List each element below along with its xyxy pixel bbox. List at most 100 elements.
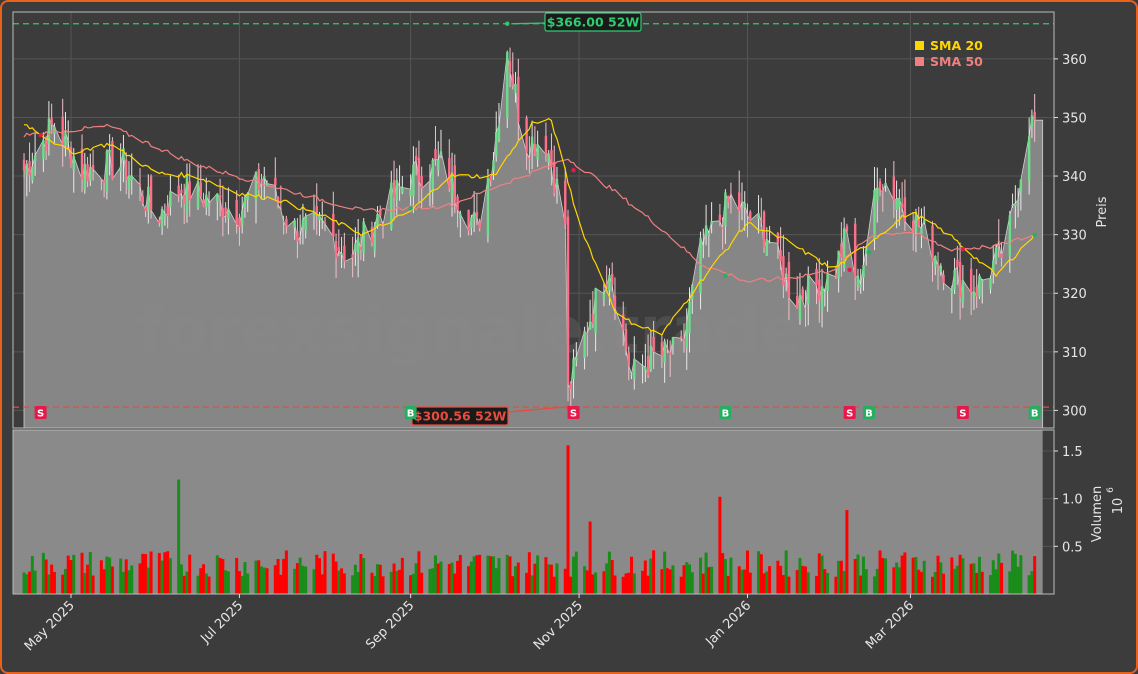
candle <box>842 228 846 269</box>
candle <box>514 83 517 93</box>
volume-bar <box>351 575 355 594</box>
volume-bar <box>527 552 531 594</box>
candle <box>624 328 628 350</box>
candle <box>820 286 824 310</box>
volume-bar <box>759 554 763 594</box>
volume-bar <box>320 574 324 594</box>
volume-bar <box>1013 553 1017 594</box>
candle <box>1011 204 1014 206</box>
volume-bar <box>817 553 821 594</box>
candle <box>834 274 838 277</box>
candle <box>373 226 376 251</box>
volume-bar <box>737 566 741 594</box>
candle <box>978 275 981 297</box>
volume-bar <box>779 565 783 594</box>
volume-bar <box>295 563 299 594</box>
volume-bar <box>265 568 269 594</box>
volume-bar <box>826 573 830 594</box>
volume-bar <box>917 569 921 594</box>
candle <box>111 140 114 180</box>
volume-bar <box>525 572 529 594</box>
volume-bar <box>22 572 26 594</box>
volume-bar <box>765 571 769 594</box>
candle <box>185 175 189 213</box>
volume-bar <box>28 571 32 594</box>
candle <box>321 220 324 222</box>
volume-bar <box>594 572 598 594</box>
candle <box>1033 112 1036 121</box>
candle <box>202 199 205 207</box>
candle <box>917 218 920 227</box>
candle <box>42 140 45 160</box>
volume-bar <box>884 558 888 594</box>
candle <box>588 321 592 329</box>
candle <box>379 209 382 216</box>
candle <box>431 160 434 193</box>
candle <box>158 219 161 224</box>
candle <box>613 295 617 309</box>
candle <box>489 176 492 182</box>
volume-bar <box>50 564 54 594</box>
candle <box>881 190 885 192</box>
candle <box>315 205 318 214</box>
signal-badge <box>567 406 580 419</box>
volume-bar <box>583 566 587 594</box>
volume-bar <box>72 554 76 594</box>
candle <box>622 314 625 330</box>
candle <box>312 212 316 217</box>
volume-bar <box>671 565 675 594</box>
volume-panel-border <box>12 429 1055 595</box>
volume-bar <box>555 563 559 594</box>
candle <box>257 168 260 191</box>
candle <box>663 341 666 363</box>
volume-bar <box>605 563 609 594</box>
candle <box>525 117 528 153</box>
high-52w-label-text: $366.00 52W <box>547 15 640 30</box>
candle <box>105 151 109 193</box>
volume-bar <box>721 553 725 594</box>
volume-bar <box>1008 571 1012 594</box>
candle <box>334 240 338 259</box>
candle <box>530 136 534 148</box>
signal-badge <box>843 406 856 419</box>
candle <box>417 158 421 182</box>
candle <box>141 196 144 203</box>
volume-bar <box>939 562 943 594</box>
signal-badge <box>404 406 417 419</box>
volume-bar <box>748 572 752 594</box>
volume-bar <box>284 550 288 594</box>
volume-bar <box>536 555 540 594</box>
sma-50-line <box>23 123 1035 283</box>
volume-bar <box>861 556 865 594</box>
volume-bar <box>254 560 258 594</box>
volume-bar <box>398 569 402 594</box>
candle <box>254 171 258 201</box>
volume-bar <box>585 570 589 594</box>
candle <box>340 253 343 255</box>
candle <box>108 149 111 153</box>
candle <box>428 180 432 184</box>
price-tick-label: 300 <box>1062 404 1087 419</box>
candle <box>702 245 705 247</box>
volume-bar <box>105 556 109 594</box>
x-tick-label: Mar 2026 <box>863 598 917 652</box>
volume-bar <box>138 563 142 594</box>
signal-point <box>866 250 872 255</box>
candle <box>975 286 978 297</box>
volume-bar <box>768 566 772 594</box>
candle <box>956 259 959 267</box>
volume-bar <box>652 550 656 594</box>
volume-bar <box>240 575 244 594</box>
volume-bar <box>911 557 915 594</box>
signal-point <box>408 206 413 211</box>
candle <box>972 291 976 297</box>
candle <box>227 208 230 219</box>
candle <box>28 161 31 176</box>
sma-20-line <box>24 117 1036 336</box>
candle <box>668 352 672 356</box>
candle <box>1014 203 1017 206</box>
volume-bar <box>607 551 611 594</box>
candle <box>920 227 923 235</box>
volume-bar <box>381 576 385 594</box>
